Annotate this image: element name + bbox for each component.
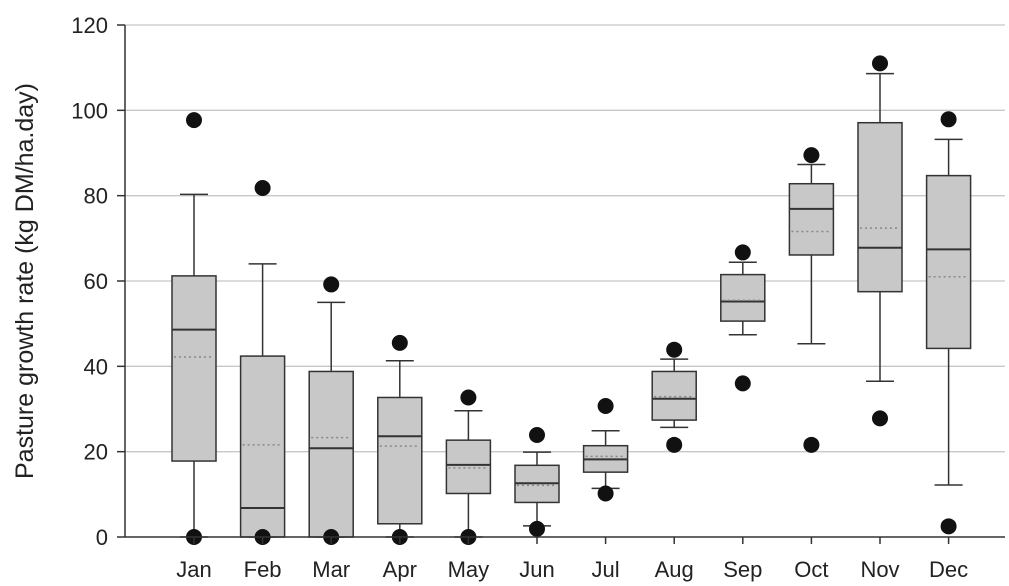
x-tick-label-jun: Jun	[519, 557, 554, 582]
outlier-sep-1	[734, 375, 751, 392]
outlier-dec-0	[940, 111, 957, 128]
x-tick-label-may: May	[448, 557, 490, 582]
x-tick-label-feb: Feb	[244, 557, 282, 582]
outlier-jul-1	[597, 485, 614, 502]
box-may	[445, 389, 492, 545]
iqr-box-may	[445, 439, 492, 495]
y-tick-label-20: 20	[84, 440, 108, 465]
outlier-jun-1	[529, 520, 545, 537]
iqr-box-jan	[171, 275, 217, 462]
y-tick-label-100: 100	[71, 98, 108, 123]
outlier-jun-0	[529, 427, 545, 444]
box-nov	[857, 55, 903, 427]
box-jan	[171, 112, 217, 545]
x-tick-label-jul: Jul	[592, 557, 620, 582]
iqr-box-dec	[925, 174, 972, 350]
box-jul	[582, 398, 629, 502]
box-sep	[720, 244, 766, 392]
outlier-sep-0	[734, 244, 751, 261]
x-tick-label-apr: Apr	[383, 557, 417, 582]
x-tick-label-oct: Oct	[794, 557, 828, 582]
y-tick-label-40: 40	[84, 354, 108, 379]
x-tick-label-mar: Mar	[312, 557, 350, 582]
outlier-aug-0	[666, 341, 683, 358]
outlier-oct-0	[803, 147, 820, 164]
iqr-box-sep	[720, 273, 766, 322]
outlier-oct-1	[803, 436, 820, 453]
y-tick-label-60: 60	[84, 269, 108, 294]
outlier-apr-0	[391, 334, 408, 351]
y-tick-label-80: 80	[84, 184, 108, 209]
outlier-jan-0	[186, 112, 202, 129]
box-aug	[651, 341, 697, 453]
x-tick-label-nov: Nov	[860, 557, 899, 582]
iqr-box-aug	[651, 370, 697, 421]
outlier-feb-0	[254, 179, 271, 196]
y-axis-title: Pasture growth rate (kg DM/ha.day)	[11, 83, 39, 479]
outlier-dec-1	[940, 518, 957, 535]
iqr-box-oct	[788, 182, 835, 256]
outlier-aug-1	[666, 436, 683, 453]
outlier-jul-0	[597, 398, 614, 415]
outlier-may-0	[460, 389, 477, 406]
iqr-box-mar	[308, 370, 354, 538]
iqr-box-feb	[239, 355, 286, 538]
outlier-mar-0	[323, 276, 340, 293]
iqr-box-nov	[857, 121, 903, 293]
y-tick-labels: 0 20 40 60 80 100 120	[71, 13, 125, 550]
x-tick-label-aug: Aug	[655, 557, 694, 582]
box-mar	[308, 276, 354, 545]
boxes-layer	[171, 55, 972, 545]
y-tick-label-0: 0	[96, 525, 108, 550]
box-feb	[239, 179, 286, 545]
x-tick-label-jan: Jan	[176, 557, 211, 582]
box-oct	[788, 147, 835, 453]
box-dec	[925, 111, 972, 535]
outlier-nov-1	[872, 410, 888, 427]
outlier-nov-0	[872, 55, 888, 72]
x-tick-label-sep: Sep	[723, 557, 762, 582]
x-tick-label-dec: Dec	[929, 557, 968, 582]
x-tick-labels: Jan Feb Mar Apr May Jun Jul Aug Sep Oct Nov Dec	[176, 537, 968, 582]
iqr-box-apr	[377, 396, 423, 525]
box-jun	[514, 427, 560, 537]
y-tick-label-120: 120	[71, 13, 108, 38]
